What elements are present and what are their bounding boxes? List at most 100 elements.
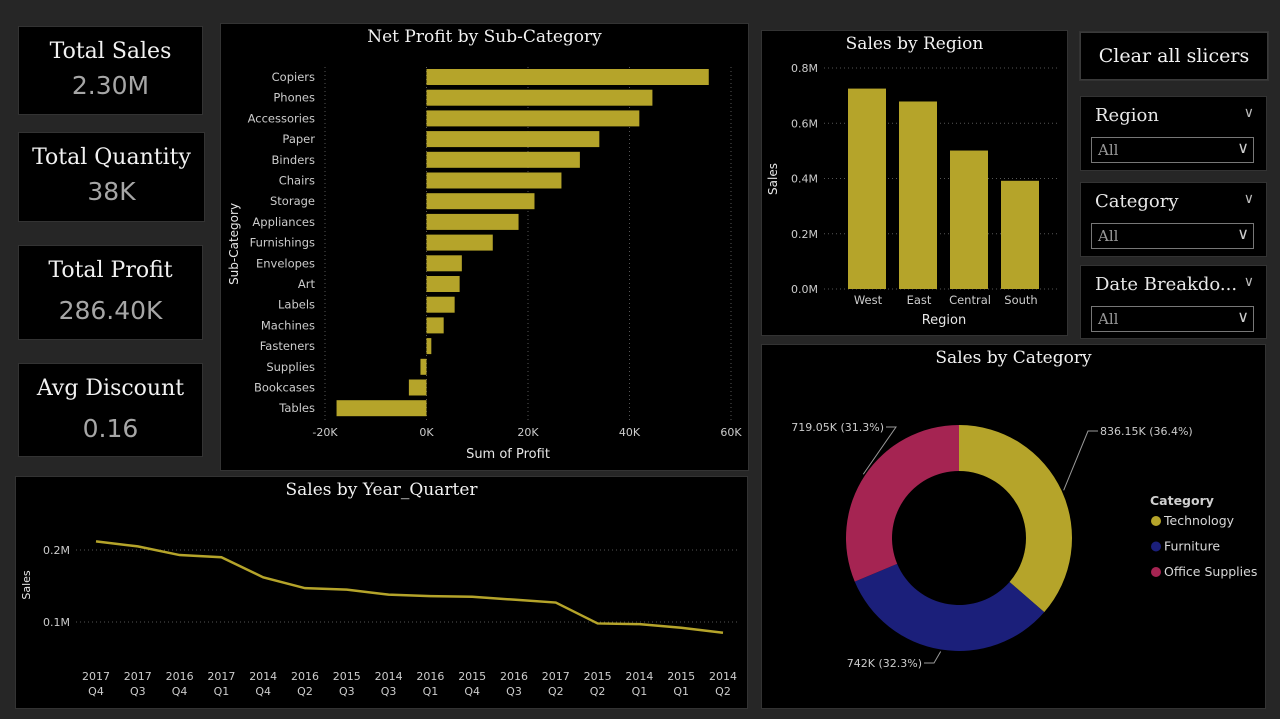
y-tick-label: Fasteners [260,339,315,353]
x-tick-label-quarter: Q3 [381,685,397,698]
clear-slicers-label: Clear all slicers [1098,45,1250,67]
bar [408,379,427,396]
dropdown-value: All [1098,310,1119,328]
bar [426,234,493,251]
chart-title: Net Profit by Sub-Category [367,27,602,47]
y-tick-label: Supplies [266,360,315,374]
clear-slicers-button[interactable]: Clear all slicers [1080,32,1268,80]
y-tick-label: Machines [261,318,315,332]
x-tick-label-quarter: Q1 [423,685,439,698]
bar [426,69,709,85]
quarter-chart-svg: 0.1M 0.2M 2017 Q4 2017 Q3 2016 Q4 2017 Q1 2014 Q4 20… [20,540,738,698]
y-tick-label: Envelopes [256,256,315,270]
x-tick-label-quarter: Q1 [214,685,230,698]
x-tick-label-year: 2016 [166,670,194,683]
x-tick-label-quarter: Q3 [130,685,146,698]
kpi-avg-discount: Avg Discount 0.16 [19,364,202,456]
x-tick-label: South [1004,293,1037,307]
bar [420,358,427,375]
y-tick-label: 0.2M [791,228,818,241]
x-tick-label-quarter: Q4 [255,685,271,698]
bar [426,255,462,272]
category-chart-svg: 836.15K (36.4%) 742K (32.3%) 719.05K (31.3… [791,421,1257,670]
profit-by-subcategory-chart[interactable]: Net Profit by Sub-Category -20K 0K 20K 40K 6… [221,24,748,470]
chevron-down-icon: ∨ [1237,224,1249,243]
x-tick-label-year: 2014 [375,670,403,683]
x-tick-label-quarter: Q2 [548,685,564,698]
bar [426,110,640,127]
x-tick-label-year: 2015 [667,670,695,683]
y-tick-label: 0.8M [791,62,818,75]
x-tick-label-quarter: Q1 [673,685,689,698]
sales-by-region-chart[interactable]: Sales by Region 0.0M 0.2M 0.4M 0.6M 0.8M West… [762,31,1067,335]
x-tick-label-quarter: Q1 [632,685,648,698]
region-slicer: Region ∨ All ∨ [1081,97,1266,170]
x-tick-label-quarter: Q4 [172,685,188,698]
chevron-down-icon[interactable]: ∨ [1243,274,1254,290]
category-dropdown[interactable]: All ∨ [1091,223,1254,249]
bar [426,131,600,148]
legend-marker [1151,516,1161,526]
x-tick-label: 60K [720,426,742,439]
bar [336,400,427,417]
x-tick-label-year: 2014 [625,670,653,683]
legend-marker [1151,567,1161,577]
bar [426,213,519,230]
x-tick-label-year: 2017 [82,670,110,683]
x-tick-label-year: 2015 [333,670,361,683]
kpi-label: Total Profit [48,258,173,283]
leader-line [924,651,942,664]
x-tick-label-quarter: Q3 [339,685,355,698]
data-label: 836.15K (36.4%) [1100,425,1193,438]
x-tick-label: 40K [619,426,641,439]
chevron-down-icon[interactable]: ∨ [1243,105,1254,121]
kpi-total-sales: Total Sales 2.30M [19,27,202,114]
x-axis-title: Sum of Profit [466,447,550,462]
date-breakdown-dropdown[interactable]: All ∨ [1091,306,1254,332]
chart-title: Sales by Region [845,34,984,54]
bar [899,101,937,289]
slicer-title: Category [1095,191,1179,212]
bar [426,89,653,106]
x-axis-title: Region [922,313,967,328]
kpi-value: 38K [87,177,136,206]
donut-slice [854,563,1045,651]
legend-label: Technology [1163,513,1235,528]
bar [426,296,455,313]
x-tick-label-quarter: Q4 [464,685,480,698]
y-tick-label: Phones [273,91,315,105]
y-tick-label: Chairs [279,174,315,188]
x-tick-label-year: 2016 [291,670,319,683]
chevron-down-icon[interactable]: ∨ [1243,191,1254,207]
donut-slice [846,425,959,582]
y-tick-label: Bookcases [254,381,315,395]
kpi-label: Total Quantity [32,145,191,170]
legend-marker [1151,541,1161,552]
category-slicer: Category ∨ All ∨ [1081,183,1266,256]
y-tick-label: Copiers [272,70,315,84]
y-tick-label: Furnishings [250,236,315,250]
x-tick-label: -20K [312,426,338,439]
region-dropdown[interactable]: All ∨ [1091,137,1254,163]
x-tick-label-year: 2014 [249,670,277,683]
y-tick-label: Labels [278,298,315,312]
sales-by-quarter-chart[interactable]: Sales by Year_Quarter 0.1M 0.2M 2017 Q4 2017… [16,477,747,708]
bar [426,193,535,210]
bar [426,172,562,189]
sales-by-category-chart[interactable]: Sales by Category 836.15K (36.4%) 742K (3… [762,345,1265,708]
donut-slice [959,425,1072,613]
x-tick-label-year: 2014 [709,670,737,683]
region-chart-svg: 0.0M 0.2M 0.4M 0.6M 0.8M West East Central South… [766,62,1058,328]
y-tick-label: Paper [282,132,315,146]
chart-title: Sales by Year_Quarter [285,480,478,500]
series-line [95,540,724,635]
x-tick-label-year: 2016 [500,670,528,683]
y-axis-title: Sales [20,570,33,600]
kpi-total-profit: Total Profit 286.40K [19,246,202,339]
x-tick-label-quarter: Q2 [297,685,313,698]
date-breakdown-slicer: Date Breakdo... ∨ All ∨ [1081,266,1266,338]
x-tick-label: East [907,293,932,307]
data-label: 719.05K (31.3%) [791,421,884,434]
y-axis-title: Sub-Category [227,203,241,285]
kpi-value: 286.40K [58,296,163,325]
